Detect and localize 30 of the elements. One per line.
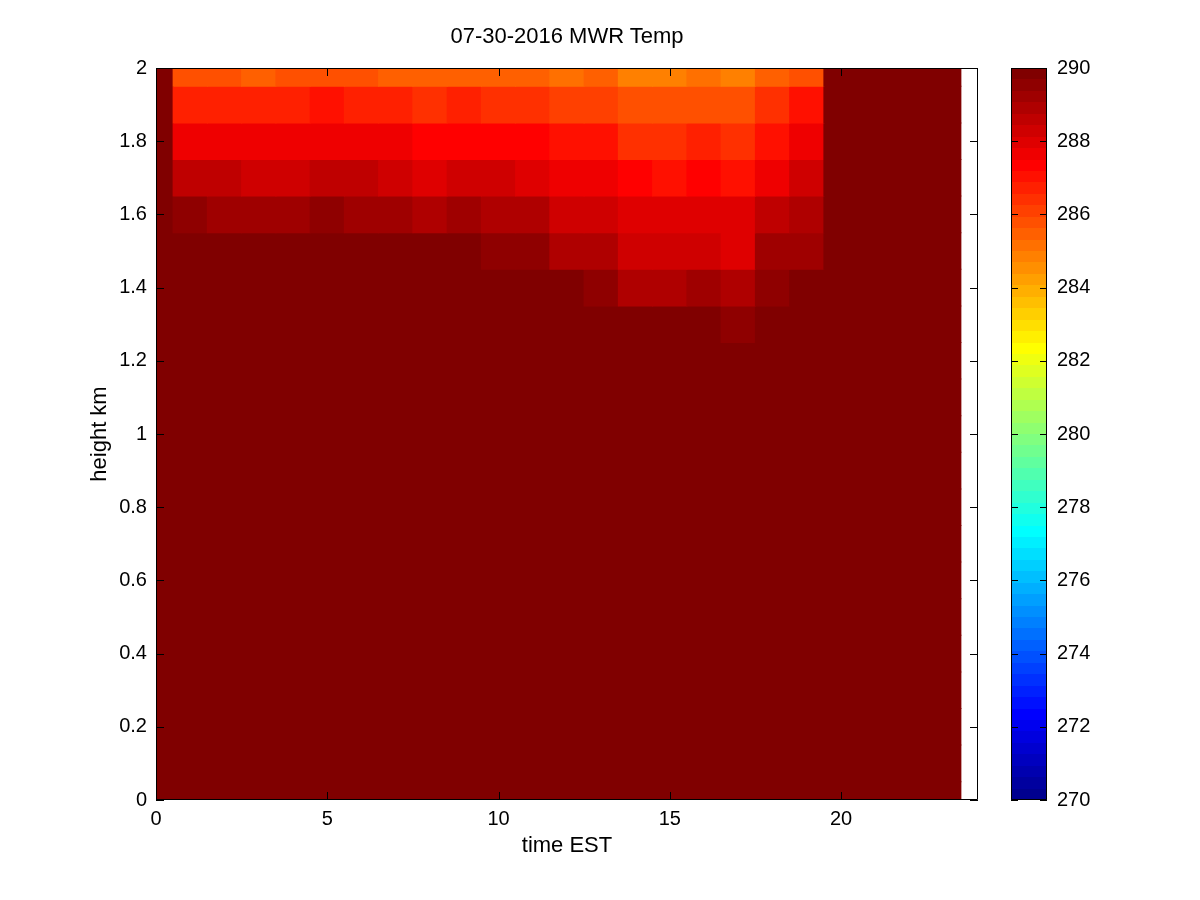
- chart-title: 07-30-2016 MWR Temp: [450, 23, 684, 49]
- y-tick-label: 0.6: [119, 567, 147, 590]
- color-bar-label: 276: [1057, 567, 1091, 590]
- color-bar-label: 284: [1057, 275, 1091, 298]
- color-bar-label: 274: [1057, 641, 1091, 664]
- color-bar-label: 278: [1057, 494, 1091, 517]
- y-tick-label: 0.8: [119, 494, 147, 517]
- y-tick-label: 1: [135, 421, 147, 444]
- y-tick-label: 2: [135, 55, 147, 78]
- color-bar-label: 280: [1057, 421, 1091, 444]
- y-tick-label: 0.4: [119, 641, 147, 664]
- x-tick-label: 20: [829, 806, 853, 829]
- y-tick-label: 0.2: [119, 714, 147, 737]
- y-axis-title: height km: [86, 386, 112, 482]
- color-bar-label: 290: [1057, 55, 1091, 78]
- x-tick-label: 10: [487, 806, 510, 829]
- x-tick-label: 0: [150, 806, 162, 829]
- color-bar-label: 270: [1057, 787, 1091, 810]
- y-tick-label: 1.2: [119, 348, 147, 371]
- y-tick-label: 1.6: [119, 201, 147, 224]
- color-bar-label: 286: [1057, 201, 1091, 224]
- x-tick-label: 5: [321, 806, 333, 829]
- y-tick-label: 1.4: [119, 275, 147, 298]
- color-bar-label: 288: [1057, 128, 1091, 151]
- y-tick-label: 0: [135, 787, 147, 810]
- color-bar-label: 272: [1057, 714, 1091, 737]
- x-tick-label: 15: [658, 806, 681, 829]
- x-axis-title: time EST: [521, 832, 613, 858]
- color-bar-label: 282: [1057, 348, 1091, 371]
- y-tick-label: 1.8: [119, 128, 147, 151]
